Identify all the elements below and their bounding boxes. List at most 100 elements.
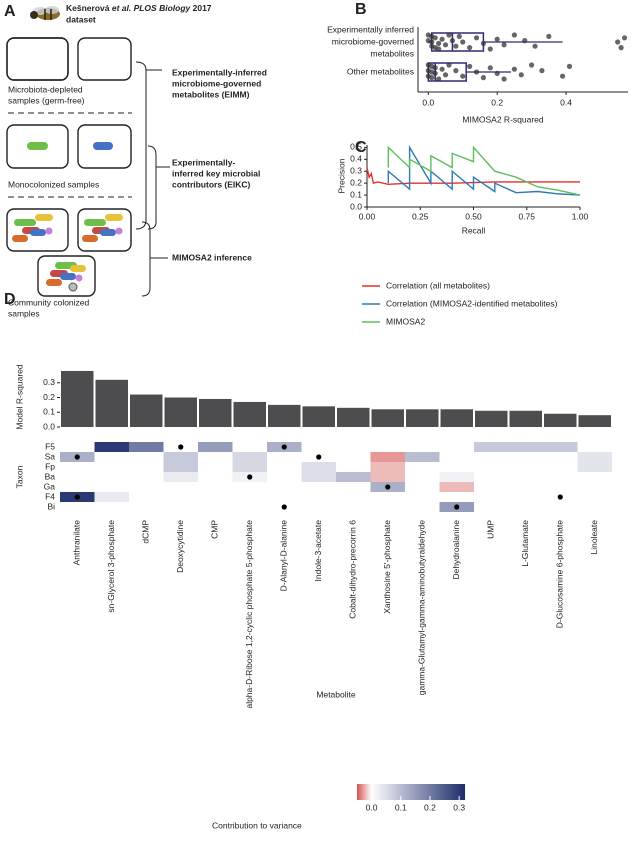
heat-cell	[129, 492, 164, 502]
point	[487, 46, 493, 52]
point	[615, 39, 621, 45]
point	[429, 75, 435, 81]
point	[487, 65, 493, 71]
heat-cell	[60, 482, 95, 492]
point	[566, 63, 573, 69]
sample-label: Monocolonized samples	[8, 179, 99, 189]
x-tick-label: Dehydroalanine	[451, 520, 461, 580]
eimm-label: Experimentally-inferred	[172, 67, 267, 77]
heat-cell	[405, 472, 440, 482]
category-label: microbiome-governed	[332, 36, 414, 46]
bar	[544, 413, 577, 427]
row-label: Ga	[44, 481, 56, 491]
bar	[337, 407, 370, 427]
bar	[164, 397, 197, 427]
heat-cell	[301, 442, 336, 452]
point	[436, 40, 442, 47]
heat-cell	[163, 502, 198, 512]
dot	[281, 504, 287, 510]
bar	[233, 401, 266, 427]
heat-cell	[94, 502, 129, 512]
series-line	[366, 167, 580, 186]
point	[453, 68, 459, 74]
colorbar-tick-label: 0.3	[453, 802, 465, 812]
point	[442, 72, 449, 78]
heat-cell	[405, 442, 440, 452]
colorbar-tick-label: 0.0	[366, 802, 378, 812]
bar	[302, 406, 335, 427]
series-line	[387, 145, 581, 196]
point	[546, 33, 552, 40]
x-axis-label: Metabolite	[316, 689, 355, 699]
heat-cell	[474, 442, 509, 452]
x-tick-label: 0.75	[518, 211, 535, 221]
point	[473, 69, 480, 75]
bar	[578, 415, 611, 427]
heat-cell	[370, 492, 405, 502]
header-text: 2017	[190, 3, 212, 13]
sample-label: samples (germ-free)	[8, 95, 85, 105]
heat-cell	[267, 452, 302, 462]
panel-label: C	[355, 139, 367, 156]
legend-label: Correlation (MIMOSA2-identified metaboli…	[386, 298, 558, 308]
point	[511, 32, 517, 38]
heat-cell	[405, 462, 440, 472]
heat-cell	[94, 442, 129, 452]
heat-cell	[543, 442, 578, 452]
heat-cell	[94, 482, 129, 492]
point	[621, 35, 628, 41]
dot	[178, 444, 184, 450]
heat-cell	[267, 472, 302, 482]
bar	[406, 409, 439, 427]
point	[618, 45, 624, 51]
bar	[440, 409, 473, 427]
heat-cell	[267, 482, 302, 492]
point	[436, 76, 442, 82]
heat-cell	[474, 482, 509, 492]
point	[429, 39, 435, 45]
heat-cell	[336, 482, 371, 492]
heat-cell	[474, 452, 509, 462]
dot	[557, 494, 563, 500]
heat-cell	[370, 472, 405, 482]
heat-cell	[301, 482, 336, 492]
sample-label: samples	[8, 308, 40, 318]
heat-cell	[508, 452, 543, 462]
heat-cell	[129, 482, 164, 492]
point	[449, 38, 456, 44]
heat-cell	[232, 442, 267, 452]
row-label: Bi	[47, 501, 55, 511]
heat-cell	[543, 482, 578, 492]
heat-cell	[508, 492, 543, 502]
heat-cell	[405, 452, 440, 462]
dot	[385, 484, 391, 490]
mimosa-label: MIMOSA2 inference	[172, 252, 252, 262]
heat-cell	[129, 452, 164, 462]
heat-cell	[336, 492, 371, 502]
row-label: Ba	[45, 471, 56, 481]
heat-cell	[60, 442, 95, 452]
point	[529, 62, 535, 68]
heat-cell	[267, 462, 302, 472]
heat-cell	[474, 472, 509, 482]
sample-label: Community colonized	[8, 297, 90, 307]
bar	[199, 398, 232, 427]
header-text: Kešnerová	[66, 3, 112, 13]
heat-cell	[232, 502, 267, 512]
point	[460, 39, 466, 45]
heat-cell	[336, 442, 371, 452]
heat-cell	[94, 462, 129, 472]
x-tick-label: UMP	[486, 520, 496, 539]
heat-cell	[129, 472, 164, 482]
x-tick-label: Linoleate	[589, 520, 599, 555]
sample-label: Microbiota-depleted	[8, 84, 83, 94]
heat-cell	[301, 472, 336, 482]
point	[439, 36, 445, 42]
heat-cell	[439, 442, 474, 452]
y-tick-label: 0.0	[350, 201, 362, 211]
heat-cell	[336, 472, 371, 482]
header-text: et al. PLOS Biology	[112, 3, 192, 13]
y-tick-label: 0.2	[43, 392, 55, 402]
row-label: Fp	[45, 461, 55, 471]
